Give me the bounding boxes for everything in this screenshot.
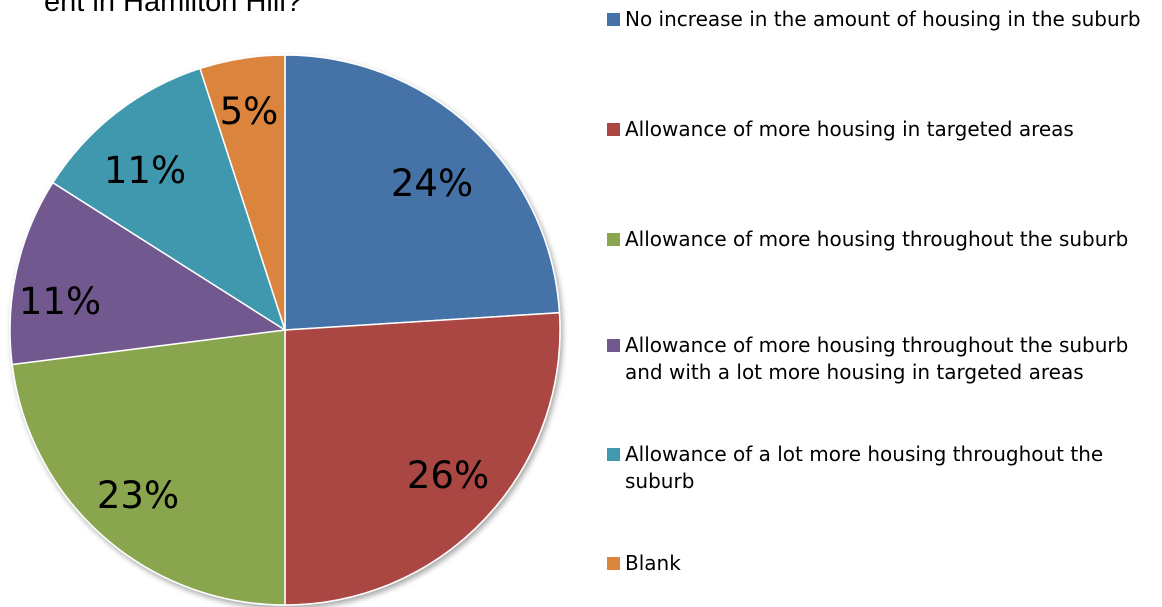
legend-swatch	[607, 339, 620, 352]
legend-label: Allowance of a lot more housing througho…	[625, 442, 1104, 493]
pie-slice	[51, 67, 287, 332]
legend-swatch	[607, 448, 620, 461]
legend-swatch	[607, 13, 620, 26]
legend-swatch	[607, 557, 620, 570]
pie-slices	[9, 54, 561, 606]
legend-label: Allowance of more housing in targeted ar…	[625, 117, 1074, 141]
legend-item-throughout-and-targeted: Allowance of more housing throughout the…	[607, 332, 1152, 386]
legend-label: Blank	[625, 551, 681, 575]
legend-swatch	[607, 123, 620, 136]
pie-slice	[284, 54, 561, 331]
slice-value-label: 11%	[19, 280, 101, 323]
legend-item-blank: Blank	[607, 550, 1152, 577]
pie-slice	[284, 311, 561, 606]
pie-slice	[9, 181, 288, 366]
pie-chart: 24% 26% 23% 11% 11% 5%	[9, 54, 561, 606]
slice-value-label: 23%	[97, 474, 179, 517]
pie-slice-labels: 24% 26% 23% 11% 11% 5%	[19, 90, 489, 517]
pie-slice	[11, 329, 286, 606]
legend-label: Allowance of more housing throughout the…	[625, 227, 1129, 251]
legend-swatch	[607, 233, 620, 246]
slice-value-label: 26%	[407, 454, 489, 497]
legend-item-targeted-areas: Allowance of more housing in targeted ar…	[607, 116, 1152, 143]
slice-value-label: 24%	[391, 162, 473, 205]
legend-label: No increase in the amount of housing in …	[625, 7, 1141, 31]
pie-slice	[199, 54, 286, 331]
slice-value-label: 5%	[220, 90, 279, 133]
chart-title: ent in Hamilton Hill?	[44, 0, 302, 18]
legend-label: Allowance of more housing throughout the…	[625, 333, 1129, 384]
legend-item-no-increase: No increase in the amount of housing in …	[607, 6, 1152, 33]
legend-item-lot-more-throughout: Allowance of a lot more housing througho…	[607, 441, 1152, 495]
slice-value-label: 11%	[104, 149, 186, 192]
legend-item-throughout-suburb: Allowance of more housing throughout the…	[607, 226, 1152, 253]
chart-legend: No increase in the amount of housing in …	[607, 0, 1162, 607]
